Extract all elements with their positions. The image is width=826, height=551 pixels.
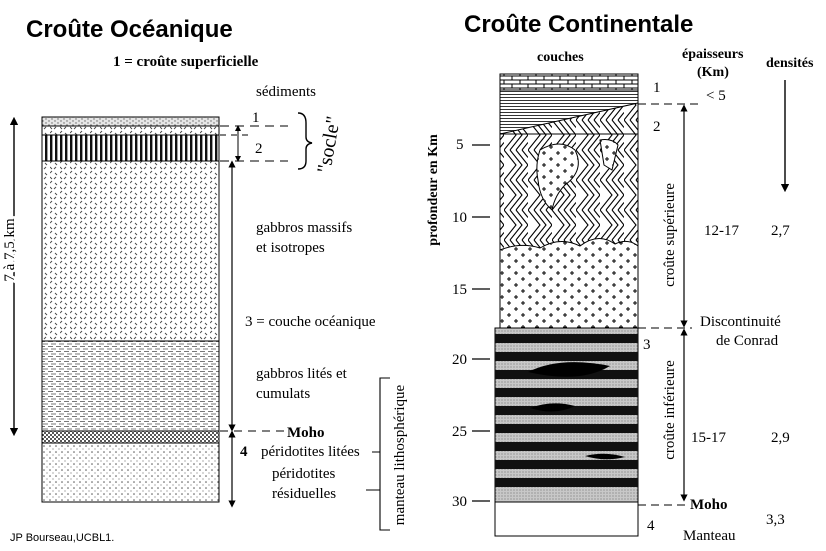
continental-depth-axis-label: profondeur en Km (426, 134, 441, 246)
continental-upper-density: 2,7 (771, 223, 790, 239)
oceanic-moho-label: Moho (287, 425, 325, 441)
oceanic-panel: Croûte Océanique 1 = croûte superficiell… (0, 16, 408, 531)
oceanic-peridotites-layered: péridotites litées (261, 444, 360, 460)
oceanic-dike-layer (41, 134, 220, 162)
depth-tick-20: 20 (452, 352, 467, 368)
continental-lens-1 (528, 362, 610, 377)
oceanic-socle-label: "socle" (313, 114, 345, 174)
continental-layer2-label: 2 (653, 119, 661, 135)
oceanic-peridotites-residual-line1: péridotites (272, 466, 335, 482)
oceanic-moho-layer (41, 430, 220, 444)
continental-couches-label: couches (537, 50, 584, 65)
continental-lower-density: 2,9 (771, 430, 790, 446)
continental-mantle-density: 3,3 (766, 512, 785, 528)
continental-epaisseurs-line2: (Km) (697, 65, 729, 80)
continental-mantle-label: Manteau (683, 528, 736, 544)
oceanic-layer1-label: 1 (252, 110, 260, 126)
continental-limestone-layer (499, 73, 639, 91)
continental-column (494, 73, 639, 537)
oceanic-gabbro-layered-layer (41, 340, 220, 432)
oceanic-layer3-label: 3 = couche océanique (245, 314, 376, 330)
depth-tick-5: 5 (456, 137, 464, 153)
continental-conrad-line1: Discontinuité (700, 314, 781, 330)
oceanic-gabbros-layered-line2: cumulats (256, 386, 310, 402)
continental-layer3-label: 3 (643, 337, 651, 353)
depth-tick-30: 30 (452, 494, 467, 510)
oceanic-peridotites-residual-line2: résiduelles (272, 486, 336, 502)
continental-lower-crust-stripes (495, 334, 638, 487)
continental-layer4-label: 4 (647, 518, 655, 534)
continental-layer1-label: 1 (653, 80, 661, 96)
continental-lens-3 (585, 453, 625, 460)
depth-tick-10: 10 (452, 210, 467, 226)
continental-granite-layer (499, 238, 639, 329)
continental-lower-thickness: 15-17 (691, 430, 726, 446)
oceanic-layer4-label: 4 (240, 444, 248, 460)
continental-densites-label: densités (766, 56, 814, 71)
oceanic-gabbros-massive-line1: gabbros massifs (256, 220, 352, 236)
continental-upper-thickness: 12-17 (704, 223, 739, 239)
continental-title: Croûte Continentale (464, 11, 693, 38)
continental-granite-dike (599, 139, 619, 171)
continental-conrad-line2: de Conrad (716, 333, 779, 349)
continental-layer1-thickness: < 5 (706, 88, 726, 104)
continental-epaisseurs-line1: épaisseurs (682, 47, 744, 62)
oceanic-peridotite-layer (41, 442, 220, 503)
oceanic-layer12-markers (220, 112, 313, 170)
oceanic-gabbro-massive-layer (41, 160, 220, 342)
oceanic-mantle-label: manteau lithosphérique (392, 384, 408, 525)
oceanic-thickness-label: 7 à 7,5 km (2, 218, 18, 282)
depth-tick-25: 25 (452, 424, 467, 440)
continental-moho-label: Moho (690, 497, 728, 513)
continental-lower-crust-label: croûte inférieure (662, 360, 678, 460)
continental-mantle-layer (494, 501, 639, 537)
oceanic-sediments-label: sédiments (256, 84, 316, 100)
oceanic-subtitle: 1 = croûte superficielle (113, 54, 259, 70)
continental-upper-crust-label: croûte supérieure (662, 183, 678, 287)
oceanic-sediment-layer (41, 116, 220, 127)
credit-text: JP Bourseau,UCBL1. (10, 532, 115, 544)
oceanic-gabbros-massive-line2: et isotropes (256, 240, 325, 256)
continental-panel: Croûte Continentale couches épaisseurs (… (426, 11, 814, 544)
continental-lens-2 (530, 403, 575, 412)
oceanic-basalt-layer (41, 125, 220, 136)
depth-tick-15: 15 (452, 282, 467, 298)
oceanic-gabbros-layered-line1: gabbros lités et (256, 366, 348, 382)
oceanic-title: Croûte Océanique (26, 16, 233, 43)
oceanic-layer2-label: 2 (255, 141, 263, 157)
continental-granite-pluton (536, 143, 579, 211)
oceanic-mantle-bracket (366, 377, 390, 531)
continental-depth-axis: 5 10 15 20 25 30 (452, 137, 490, 510)
oceanic-column (41, 116, 220, 503)
